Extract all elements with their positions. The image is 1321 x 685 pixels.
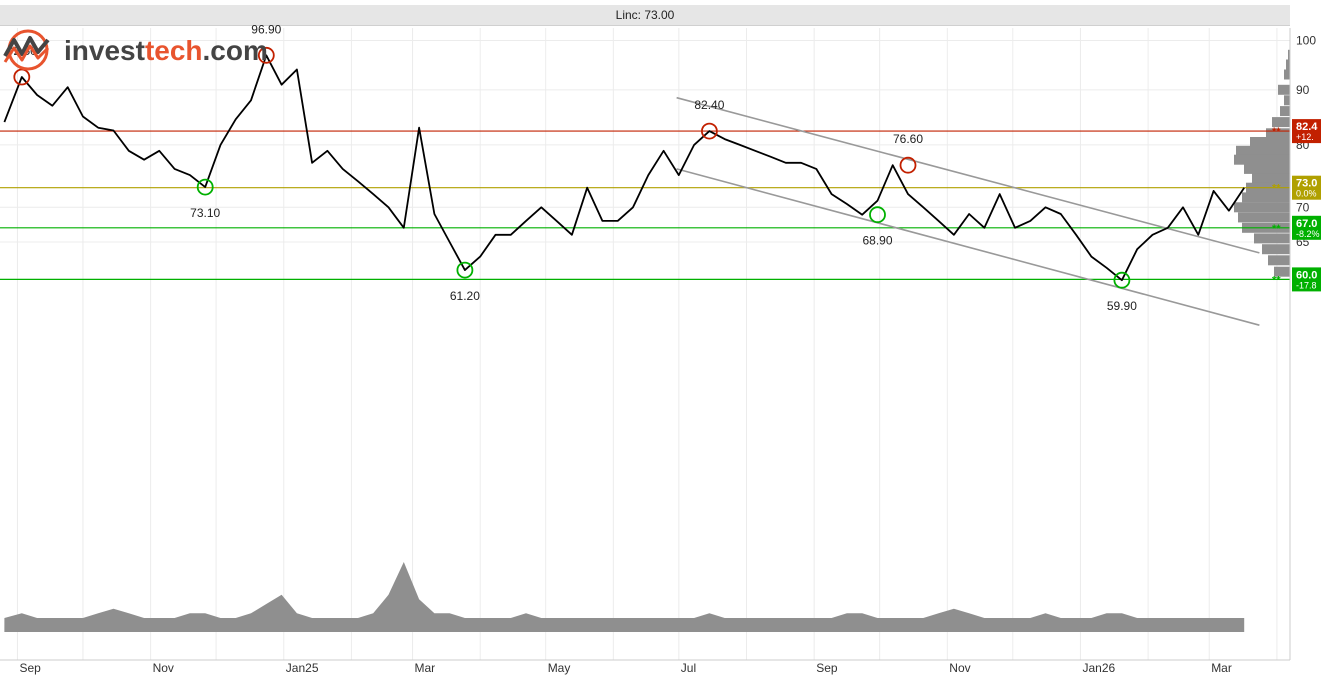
level-price-label: 67.0: [1296, 218, 1317, 230]
price-series: [3, 54, 1245, 282]
trend-channel-lower: [676, 168, 1260, 326]
x-tick-label: Jan26: [1083, 661, 1116, 675]
level-pct-label: -8.2%: [1296, 229, 1320, 239]
peak-label: 76.60: [893, 132, 923, 146]
peak-label: 96.90: [251, 22, 281, 36]
volume-profile-bar: [1284, 69, 1290, 80]
level-price-label: 60.0: [1296, 269, 1317, 281]
volume-profile-bar: [1238, 212, 1290, 223]
volume-profile-bar: [1268, 255, 1290, 266]
chart-title-bar: Linc: 73.00: [0, 5, 1290, 26]
level-label-box: [1292, 175, 1321, 200]
volume-profile-bar: [1262, 244, 1290, 255]
volume-profile-bar: [1244, 163, 1290, 174]
volume-profile-bar: [1242, 192, 1290, 203]
x-tick-label: Nov: [949, 661, 970, 675]
level-pct-label: 0.0%: [1296, 189, 1317, 199]
trend-channel: [676, 96, 1260, 326]
chart-title: Linc: 73.00: [615, 8, 675, 22]
volume-profile-bar: [1280, 106, 1290, 117]
logo-mark-icon: [3, 29, 50, 71]
peak-label: 73.10: [190, 206, 220, 220]
peak-label: 59.90: [1107, 299, 1137, 313]
volume-profile-bar: [1274, 266, 1290, 277]
volume-area-shape: [4, 562, 1245, 632]
peak-marker-bottom: [456, 261, 474, 279]
level-marker-glyph: **: [1272, 183, 1281, 195]
level-price-label: 73.0: [1296, 178, 1317, 190]
logo-text: investtech.com: [64, 35, 268, 66]
peak-marker-bottom: [869, 206, 886, 224]
volume-profile-bar: [1236, 145, 1290, 156]
investtech-logo: investtech.com: [0, 28, 270, 72]
volume-profile-bar: [1266, 128, 1290, 139]
level-marker-glyph: **: [1272, 274, 1281, 286]
volume-profile-bar: [1278, 84, 1290, 95]
level-price-label: 82.4: [1296, 121, 1318, 133]
level-label-box: [1292, 267, 1321, 292]
x-tick-label: May: [548, 661, 571, 675]
peak-label: 82.40: [694, 98, 724, 112]
level-labels: 82.4+12. ** 73.00.0% ** 67.0-8.2% ** 60.0-17.8…: [1272, 119, 1321, 292]
volume-profile-bar: [1234, 202, 1290, 213]
logo-text-tech: tech: [145, 35, 203, 66]
y-tick-label: 100: [1296, 34, 1316, 48]
volume-profile-bar: [1234, 154, 1290, 165]
y-tick-label: 90: [1296, 83, 1310, 97]
x-tick-label: Sep: [816, 661, 838, 675]
peak-marker-bottom: [1113, 271, 1131, 289]
horizontal-levels: [0, 130, 1290, 280]
peak-label: 68.90: [862, 234, 892, 248]
volume-profile-bar: [1250, 137, 1290, 147]
volume-area: [4, 562, 1245, 632]
trend-channel-upper: [676, 96, 1260, 254]
volume-profile-bar: [1254, 233, 1290, 244]
x-tick-label: Jan25: [286, 661, 319, 675]
price-line: [3, 54, 1245, 282]
level-marker-glyph: **: [1272, 126, 1281, 138]
x-tick-label: Nov: [153, 661, 174, 675]
level-label-box: [1292, 119, 1321, 144]
y-tick-label: 70: [1296, 200, 1310, 214]
peak-marker-top: [701, 122, 718, 140]
peak-marker-bottom: [196, 178, 214, 196]
volume-profile-bar: [1284, 95, 1290, 106]
grid: [0, 28, 1290, 660]
volume-profile-bar: [1288, 49, 1290, 60]
x-tick-label: Mar: [1211, 661, 1232, 675]
peak-marker-top: [257, 46, 275, 64]
logo-text-com: .com: [203, 35, 268, 66]
peak-marker-top: [899, 156, 917, 174]
volume-profile-bar: [1286, 59, 1290, 70]
level-pct-label: +12.: [1296, 132, 1314, 142]
x-tick-label: Jul: [681, 661, 696, 675]
level-label-box: [1292, 215, 1321, 240]
x-tick-label: Mar: [415, 661, 436, 675]
peak-label: 61.20: [450, 289, 480, 303]
volume-profile-bar: [1252, 173, 1290, 184]
volume-profile-bar: [1272, 117, 1290, 128]
level-marker-glyph: **: [1272, 223, 1281, 235]
level-pct-label: -17.8: [1296, 280, 1317, 290]
logo-text-invest: invest: [64, 35, 145, 66]
volume-profile: [1234, 49, 1290, 277]
x-tick-label: Sep: [20, 661, 42, 675]
